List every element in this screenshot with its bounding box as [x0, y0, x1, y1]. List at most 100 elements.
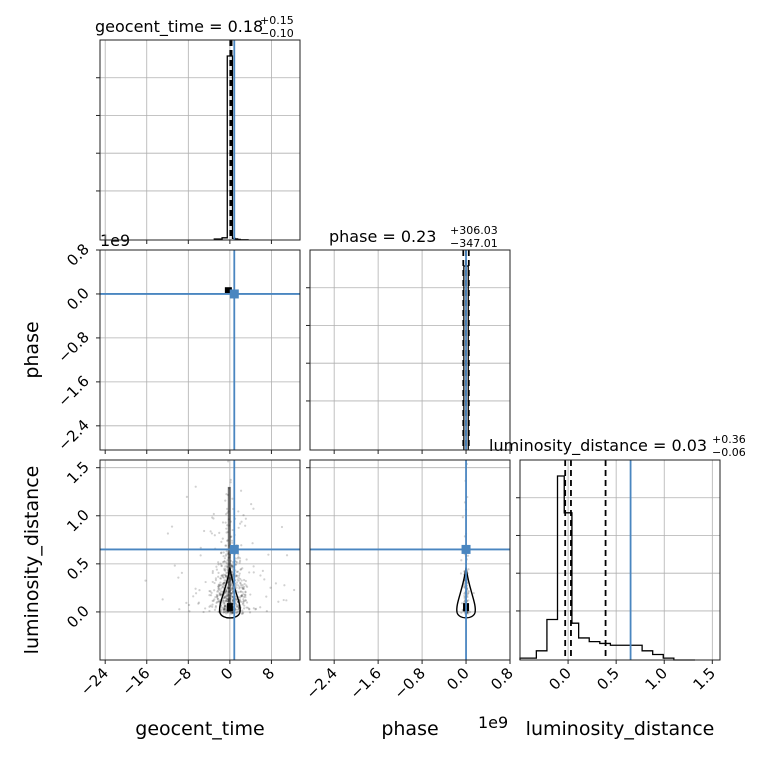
ytick-label-luminosity_distance-0: 0.0 [63, 602, 93, 632]
panel-dl-geocent-sample-534 [222, 609, 225, 612]
panel-dl-geocent-sample-67 [236, 610, 239, 614]
panel-dl-geocent-sample-543 [240, 594, 243, 597]
panel-dl-geocent-frame [99, 459, 301, 661]
panel-dl-geocent-sample-413 [221, 537, 224, 540]
panel-dl-geocent-sample-386 [225, 597, 229, 601]
panel-dl-geocent-sample-310 [223, 557, 227, 560]
panel-dl-geocent-sample-145 [225, 527, 228, 530]
panel-dl-geocent-sample-151 [230, 563, 233, 566]
panel-dl-geocent-sample-392 [265, 609, 268, 613]
panel-dl-geocent-sample-41 [229, 481, 232, 484]
panel-dl-geocent-sample-498 [225, 544, 228, 547]
panel-dl-geocent-sample-525 [208, 589, 211, 593]
panel-dl-phase-samples [459, 462, 475, 615]
panel-dl-geocent-sample-134 [242, 601, 245, 605]
panel-dl-geocent-sample-643 [252, 507, 255, 510]
panel-dl-geocent-sample-447 [245, 601, 249, 604]
panel-dl-geocent-sample-321 [248, 611, 252, 614]
panel-dl-geocent-sample-39 [242, 598, 245, 601]
hist-geocent-time-frame [99, 39, 301, 241]
panel-dl-geocent-sample-354 [208, 605, 211, 608]
panel-dl-geocent-sample-600 [239, 568, 242, 571]
panel-dl-geocent-sample-327 [225, 592, 228, 595]
panel-dl-geocent-sample-405 [223, 608, 227, 611]
panel-dl-geocent-sample-391 [231, 599, 234, 602]
panel-dl-geocent-sample-143 [213, 534, 216, 537]
xtick-label-luminosity_distance-2: 1.0 [641, 664, 671, 694]
panel-dl-geocent-sample-548 [225, 597, 228, 600]
panel-dl-geocent-sample-3 [222, 599, 225, 602]
panel-dl-geocent-sample-366 [231, 574, 234, 577]
panel-dl-geocent-sample-329 [211, 516, 214, 519]
panel-dl-geocent-sample-149 [219, 594, 222, 597]
panel-dl-geocent-sample-79 [242, 599, 245, 602]
panel-dl-geocent-sample-451 [231, 528, 234, 532]
panel-dl-geocent-sample-236 [224, 605, 227, 608]
panel-dl-geocent-sample-475 [220, 540, 223, 543]
panel-dl-geocent-sample-179 [246, 585, 249, 588]
panel-dl-geocent-sample-463 [238, 561, 241, 564]
title-phase-lower: −347.01 [450, 237, 498, 250]
panel-dl-geocent-sample-539 [217, 561, 220, 564]
panel-dl-geocent-sample-251 [221, 586, 224, 589]
panel-dl-geocent-sample-450 [235, 583, 238, 586]
panel-dl-geocent-sample-169 [238, 557, 242, 560]
panel-dl-geocent-sample-22 [231, 541, 234, 544]
panel-dl-geocent-sample-418 [274, 582, 278, 585]
panel-dl-geocent-sample-75 [238, 587, 241, 590]
panel-dl-geocent-sample-504 [228, 611, 231, 614]
panel-dl-geocent-sample-346 [231, 560, 234, 564]
panel-dl-geocent-sample-396 [225, 599, 228, 602]
panel-dl-geocent-sample-125 [209, 530, 212, 533]
panel-dl-geocent-sample-617 [248, 571, 251, 574]
panel-dl-geocent-sample-265 [224, 575, 228, 578]
panel-dl-geocent-sample-395 [224, 573, 227, 577]
panel-dl-geocent-sample-445 [212, 517, 215, 520]
panel-dl-geocent-sample-365 [208, 594, 211, 597]
panel-dl-geocent-sample-107 [216, 594, 219, 597]
panel-dl-geocent-sample-616 [223, 579, 226, 582]
panel-dl-geocent-sample-589 [240, 584, 243, 587]
panel-dl-geocent-sample-190 [217, 587, 220, 590]
panel-dl-geocent-sample-385 [220, 587, 223, 590]
panel-dl-geocent-sample-198 [225, 594, 228, 597]
panel-dl-geocent-sample-299 [226, 591, 229, 594]
panel-dl-geocent-sample-189 [223, 607, 226, 610]
panel-dl-phase-sample-100 [467, 590, 470, 593]
panel-dl-geocent-sample-501 [218, 583, 221, 586]
panel-dl-geocent-sample-545 [244, 593, 247, 596]
panel-dl-geocent-sample-527 [225, 588, 228, 591]
panel-dl-geocent-sample-64 [242, 593, 245, 596]
panel-dl-geocent-sample-561 [213, 589, 216, 592]
panel-dl-geocent-sample-473 [238, 572, 241, 575]
panel-dl-geocent-sample-604 [239, 590, 242, 593]
panel-dl-geocent-sample-273 [224, 599, 227, 602]
panel-dl-geocent-sample-101 [219, 590, 223, 593]
xtick-label-phase-1: −1.6 [346, 664, 384, 702]
panel-dl-geocent-sample-297 [244, 579, 247, 583]
panel-dl-geocent-sample-402 [225, 550, 228, 553]
panel-dl-geocent-contour-outer [218, 567, 241, 619]
panel-dl-geocent-sample-446 [219, 562, 222, 565]
panel-dl-geocent-sample-230 [170, 525, 174, 528]
panel-dl-geocent-sample-234 [282, 598, 285, 602]
panel-dl-geocent-sample-168 [219, 608, 223, 611]
panel-dl-geocent-sample-491 [283, 584, 286, 587]
panel-dl-geocent-sample-602 [252, 571, 255, 574]
panel-dl-geocent-sample-356 [218, 593, 221, 596]
panel-dl-geocent-sample-330 [251, 542, 254, 545]
panel-dl-phase-sample-26 [460, 611, 463, 614]
hist-luminosity-distance-bar-6 [579, 638, 590, 660]
panel-dl-geocent-sample-514 [245, 558, 248, 561]
ytick-label-phase-2: −0.8 [54, 328, 92, 366]
panel-dl-geocent-sample-260 [219, 552, 223, 555]
panel-dl-geocent-sample-570 [238, 586, 241, 589]
panel-dl-geocent-sample-567 [259, 574, 262, 577]
panel-dl-geocent-sample-202 [238, 599, 242, 602]
panel-dl-geocent-sample-590 [235, 575, 238, 578]
panel-dl-geocent-sample-574 [222, 608, 225, 611]
panel-dl-geocent-sample-614 [218, 588, 221, 591]
panel-dl-geocent-sample-481 [218, 591, 221, 594]
panel-dl-geocent-sample-492 [220, 574, 224, 577]
